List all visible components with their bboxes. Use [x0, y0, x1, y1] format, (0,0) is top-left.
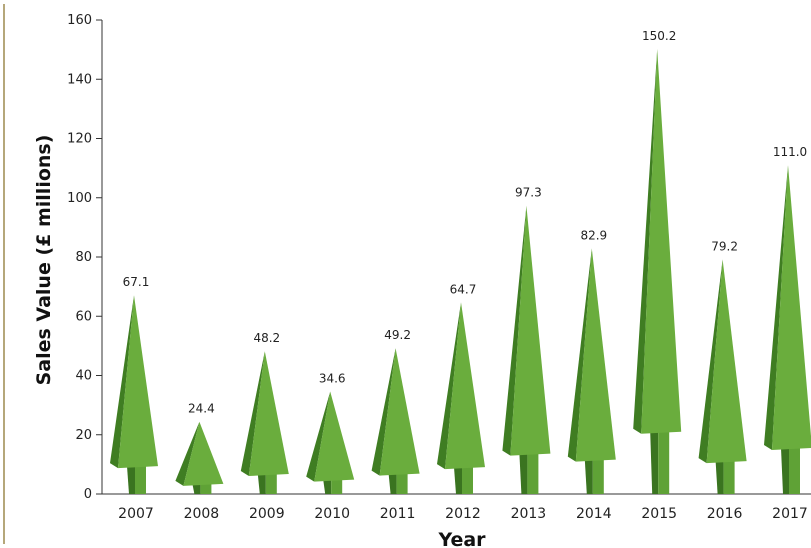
- x-tick-label: 2007: [118, 506, 154, 522]
- tree-canopy: [248, 351, 289, 477]
- x-tick-label: 2008: [184, 506, 220, 522]
- tree-mark: [633, 49, 682, 494]
- tree-canopy: [706, 259, 747, 464]
- tree-trunk: [135, 466, 146, 494]
- tree-canopy-side: [175, 421, 200, 486]
- y-tick-labels: 0 20 40 60 80 100 120 140 160: [67, 13, 92, 502]
- tree-canopy-side: [306, 391, 331, 482]
- y-tick-label: 100: [67, 191, 92, 206]
- y-axis-title: Sales Value (£ millions): [33, 135, 55, 386]
- tree-canopy: [445, 302, 485, 470]
- tree-trunk: [527, 453, 539, 494]
- tree-trunk-side: [781, 447, 789, 494]
- tree-canopy: [641, 49, 682, 434]
- tree-canopy: [772, 165, 811, 450]
- data-label: 82.9: [580, 228, 607, 242]
- tree-trunk-side: [519, 453, 528, 494]
- tree-canopy-side: [502, 205, 527, 456]
- tree-trunk-side: [715, 461, 724, 494]
- tree-canopy-side: [764, 165, 788, 450]
- data-labels: 67.1 24.4 48.2 34.6 49.2 64.7 97.3 82.9 150.2 79.…: [123, 29, 808, 416]
- tree-mark: [698, 259, 747, 494]
- tree-trunk-side: [192, 483, 201, 494]
- tree-trunk-side: [127, 466, 135, 494]
- tree-mark: [437, 302, 485, 494]
- y-tick-label: 40: [75, 369, 92, 384]
- tree-trunk: [331, 479, 343, 494]
- y-tick-label: 140: [67, 72, 92, 87]
- tree-trunk-side: [454, 467, 462, 494]
- tree-canopy-side: [240, 351, 265, 477]
- tree-trunk: [789, 447, 800, 494]
- tree-mark: [764, 165, 811, 494]
- data-label: 24.4: [188, 402, 215, 416]
- tree-canopy: [379, 348, 420, 476]
- y-tick-label: 0: [84, 487, 92, 502]
- tree-trunk: [396, 473, 408, 494]
- tree-mark: [110, 295, 158, 494]
- tree-canopy: [314, 391, 355, 482]
- tree-canopy-side: [567, 248, 592, 462]
- y-tick-label: 80: [75, 250, 92, 265]
- x-tick-label: 2009: [249, 506, 285, 522]
- tree-trunk-side: [584, 459, 593, 494]
- tree-mark: [567, 248, 616, 494]
- tree-canopy-side: [633, 49, 658, 434]
- data-label: 97.3: [515, 186, 542, 200]
- data-label: 49.2: [384, 328, 411, 342]
- x-axis-title: Year: [437, 529, 486, 548]
- x-tick-label: 2011: [380, 506, 416, 522]
- y-tick-label: 120: [67, 132, 92, 147]
- tree-trunk-side: [650, 431, 659, 494]
- tree-trunk-side: [323, 479, 332, 494]
- tree-canopy-side: [371, 348, 396, 476]
- tree-canopy-side: [110, 295, 134, 469]
- y-axis: [96, 19, 103, 495]
- data-label: 150.2: [642, 29, 676, 43]
- tree-canopy-side: [698, 259, 723, 464]
- tree-trunk: [462, 467, 473, 494]
- data-label: 48.2: [253, 331, 280, 345]
- data-label: 79.2: [711, 239, 738, 253]
- tree-canopy: [118, 295, 158, 469]
- tree-trunk-side: [388, 473, 397, 494]
- tree-mark: [502, 205, 551, 494]
- tree-marks: [110, 49, 811, 494]
- tree-trunk: [265, 474, 277, 494]
- tree-canopy: [183, 421, 224, 486]
- x-tick-label: 2017: [772, 506, 808, 522]
- tree-trunk: [592, 459, 604, 494]
- tree-mark: [371, 348, 420, 494]
- x-tick-label: 2015: [641, 506, 677, 522]
- data-label: 67.1: [123, 275, 150, 289]
- x-tick-label: 2012: [445, 506, 481, 522]
- tree-mark: [240, 351, 289, 494]
- x-tick-label: 2016: [707, 506, 743, 522]
- x-tick-label: 2014: [576, 506, 612, 522]
- y-tick-label: 60: [75, 309, 92, 324]
- tree-canopy: [510, 205, 551, 456]
- x-tick-label: 2010: [314, 506, 350, 522]
- y-tick-label: 160: [67, 13, 92, 28]
- data-label: 111.0: [773, 145, 807, 159]
- tree-trunk-side: [257, 474, 266, 494]
- x-tick-labels: 2007 2008 2009 2010 2011 2012 2013 2014 2015 2016…: [118, 506, 808, 522]
- data-label: 34.6: [319, 371, 346, 385]
- tree-trunk: [723, 461, 735, 494]
- x-tick-label: 2013: [511, 506, 547, 522]
- tree-trunk: [200, 483, 212, 494]
- tree-mark: [306, 391, 355, 494]
- data-label: 64.7: [450, 282, 477, 296]
- tree-mark: [175, 421, 224, 494]
- y-tick-label: 20: [75, 428, 92, 443]
- tree-canopy-side: [437, 302, 461, 470]
- tree-trunk: [658, 431, 670, 494]
- tree-canopy: [575, 248, 616, 462]
